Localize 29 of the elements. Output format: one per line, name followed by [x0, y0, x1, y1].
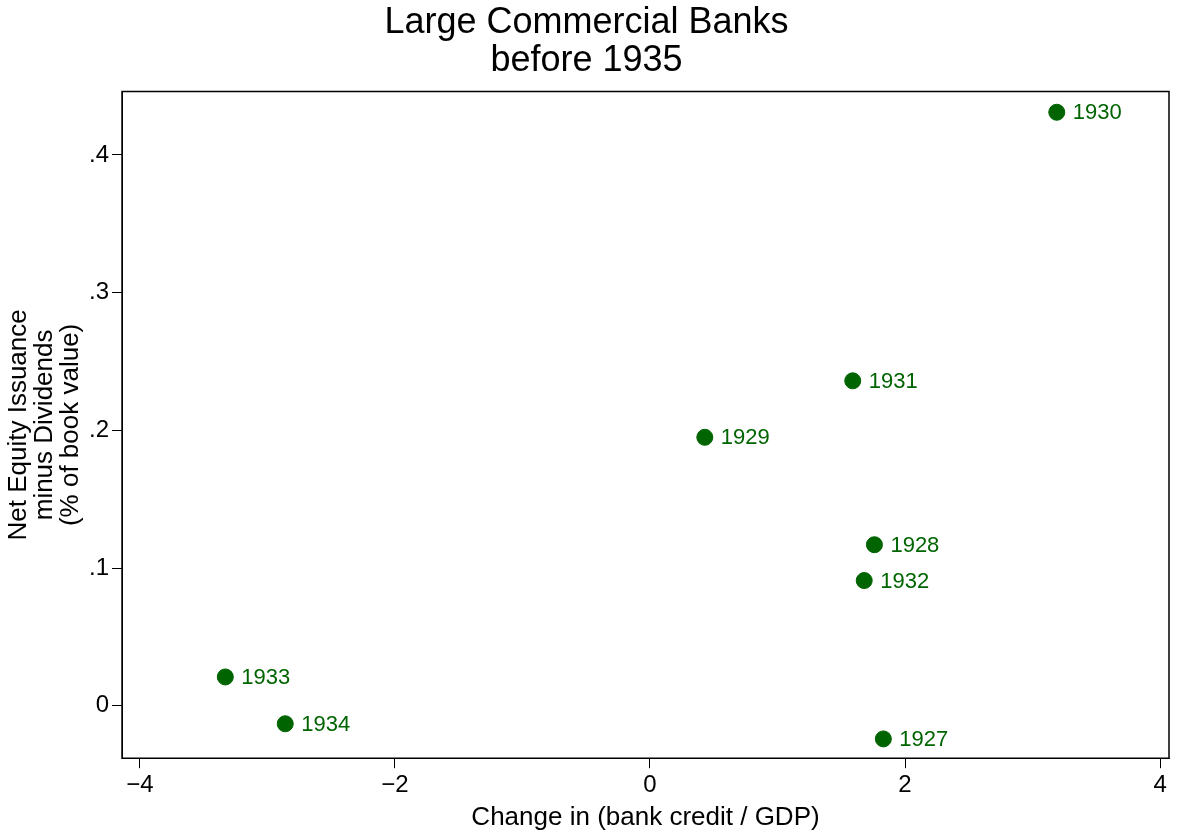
- x-tick-label: −4: [126, 770, 154, 798]
- x-tick-label: 2: [898, 770, 912, 798]
- y-tick-label: .4: [89, 139, 110, 167]
- y-axis-title: Net Equity Issuance minus Dividends (% of book value): [2, 309, 85, 541]
- annotation: 1928: [890, 531, 940, 557]
- y-tick-label: .1: [89, 552, 110, 580]
- y-tick-label: 0: [95, 690, 110, 718]
- point: [696, 428, 714, 446]
- x-tick-label: 4: [1153, 770, 1167, 798]
- point: [844, 372, 862, 390]
- x-tick-label: 0: [643, 770, 657, 798]
- x-axis-title: Change in (bank credit / GDP): [471, 801, 820, 832]
- point: [855, 572, 873, 590]
- point: [865, 536, 883, 554]
- x-tick-label: −2: [381, 770, 409, 798]
- annotation: 1931: [868, 367, 918, 393]
- annotation: 1932: [880, 567, 930, 593]
- chart-title: Large Commercial Banks before 1935: [384, 0, 789, 79]
- annotation: 1933: [241, 664, 291, 689]
- annotation: 1927: [899, 725, 949, 751]
- y-tick-label: .2: [89, 415, 110, 443]
- annotation: 1930: [1072, 99, 1122, 125]
- annotation: 1934: [301, 710, 351, 736]
- point: [874, 730, 892, 748]
- annotation: 1929: [720, 424, 770, 450]
- point: [276, 715, 294, 733]
- y-tick-label: .3: [89, 277, 110, 305]
- point: [1048, 103, 1066, 121]
- point: [216, 668, 234, 686]
